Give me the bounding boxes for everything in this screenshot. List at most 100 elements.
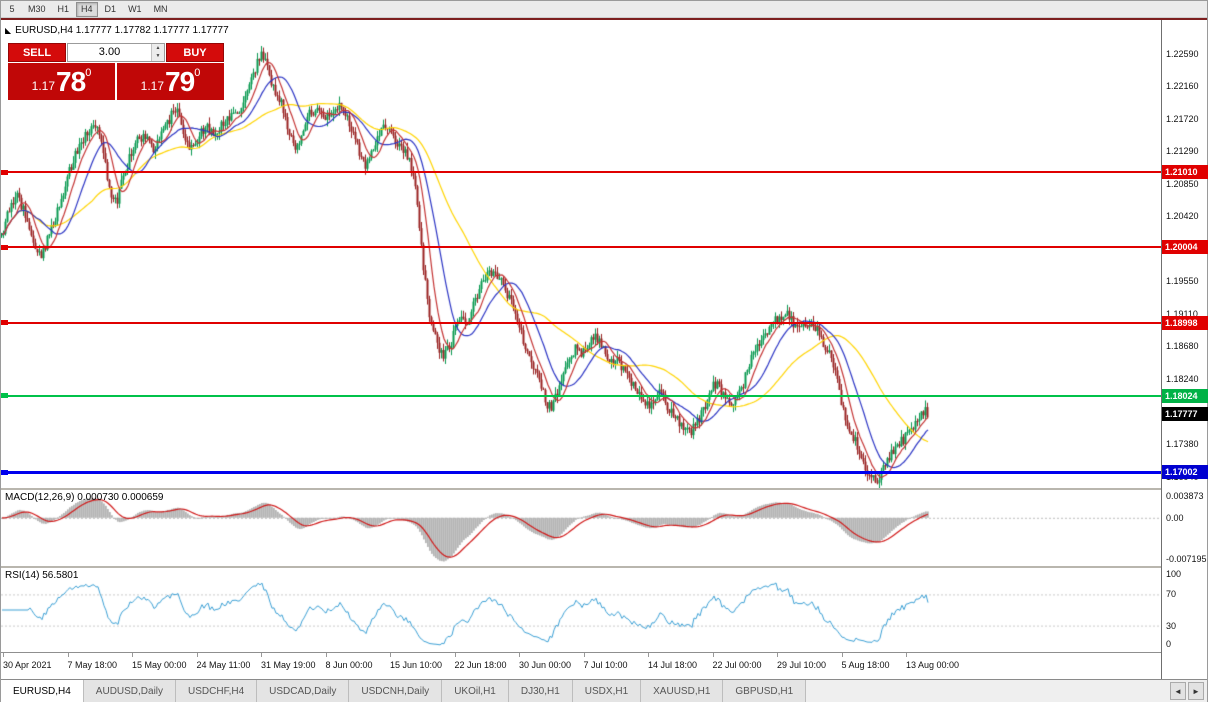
price-scale-label: 1.22160 [1166,80,1199,91]
timeframe-button-d1[interactable]: D1 [104,4,117,14]
time-tick [261,653,262,657]
pane-splitter[interactable] [1,488,1207,490]
sell-price-prefix: 1.17 [31,79,56,93]
time-tick [777,653,778,657]
one-click-trading-widget: SELL 3.00 ▲ ▼ BUY 1.17 78 0 [8,43,224,100]
time-tick [67,653,69,657]
horizontal-line-1.17002[interactable] [1,471,1161,474]
timeframe-toolbar: 5 M30 H1 H4 D1 W1 MN [1,1,1207,18]
rsi-scale-100: 100 [1166,569,1182,579]
time-tick [583,653,585,657]
line-handle[interactable] [1,470,8,475]
chart-tab-xauusd-h1[interactable]: XAUUSD,H1 [641,680,724,702]
sell-button[interactable]: SELL [8,43,66,62]
timeframe-button-w1[interactable]: W1 [128,4,142,14]
line-handle[interactable] [1,393,8,398]
rsi-label: RSI(14) 56.5801 [5,570,79,581]
buy-price-prefix: 1.17 [140,79,165,93]
price-scale[interactable]: 1.22590 1.22160 1.21720 1.21290 1.20850 1.204… [1161,20,1208,679]
chart-tab-usdchf-h4[interactable]: USDCHF,H4 [176,680,258,702]
time-tick [390,653,391,657]
sell-price-point: 0 [85,67,92,79]
price-scale-label: 1.19110 [1166,309,1198,320]
time-axis-label: 30 Apr 2021 [3,660,52,670]
macd-scale-top: 0.003873 [1166,491,1204,501]
rsi-pane[interactable]: RSI(14) 56.5801 [1,568,1161,652]
rsi-indicator-chart [1,568,1161,652]
tab-scroll-arrows: ◄ ► [1170,682,1204,700]
level-price-badge: 1.17002 [1162,465,1208,479]
ohlc-row: ◣ EURUSD,H4 1.17777 1.17782 1.17777 1.17… [5,25,229,36]
chart-tab-audusd-daily[interactable]: AUDUSD,Daily [83,680,177,702]
horizontal-line-1.18024[interactable] [1,395,1161,397]
price-scale-label: 1.21290 [1166,146,1199,157]
time-axis-label: 14 Jul 18:00 [648,660,698,670]
chart-tab-usdcnh-daily[interactable]: USDCNH,Daily [349,680,443,702]
chart-window: ◣ EURUSD,H4 1.17777 1.17782 1.17777 1.17… [1,18,1208,679]
price-scale-label: 1.22590 [1166,48,1199,59]
timeframe-button-m30[interactable]: M30 [28,4,46,14]
timeframe-button-h1[interactable]: H1 [57,4,70,14]
chart-tab-dj30-h1[interactable]: DJ30,H1 [508,680,573,702]
timeframe-button-mn[interactable]: MN [153,4,168,14]
time-axis-label: 8 Jun 00:00 [325,660,373,670]
chart-tab-gbpusd-h1[interactable]: GBPUSD,H1 [723,680,807,702]
time-axis-label: 5 Aug 18:00 [841,660,890,670]
time-axis-label: 22 Jul 00:00 [712,660,762,670]
price-scale-label: 1.18240 [1166,374,1199,385]
pane-splitter[interactable] [1,566,1207,568]
sell-price-panel[interactable]: 1.17 78 0 [8,63,115,100]
line-handle[interactable] [1,170,8,175]
time-axis-label: 22 Jun 18:00 [454,660,507,670]
time-axis-label: 24 May 11:00 [196,660,251,670]
volume-value: 3.00 [98,46,121,58]
time-axis[interactable]: 30 Apr 2021 7 May 18:00 15 May 00:00 24 May… [1,652,1161,679]
volume-increase-button[interactable]: ▲ [152,44,164,53]
volume-spinner: ▲ ▼ [151,44,164,61]
horizontal-line-1.20004[interactable] [1,246,1161,248]
time-tick [3,653,4,657]
price-scale-label: 1.20850 [1166,178,1199,189]
timeframe-button-5[interactable]: 5 [9,4,15,14]
level-price-badge: 1.21010 [1162,165,1208,179]
line-handle[interactable] [1,245,8,250]
price-scale-label: 1.17380 [1166,438,1199,449]
volume-stepper[interactable]: 3.00 ▲ ▼ [67,43,165,62]
buy-price-panel[interactable]: 1.17 79 0 [117,63,224,100]
time-axis-label: 31 May 19:00 [261,660,316,670]
time-tick [519,653,520,657]
tab-scroll-right-icon[interactable]: ► [1188,682,1204,700]
macd-label: MACD(12,26,9) 0.000730 0.000659 [5,492,164,503]
sell-price-pips: 78 [56,65,86,97]
buy-button[interactable]: BUY [166,43,224,62]
price-scale-label: 1.20420 [1166,211,1199,222]
horizontal-line-1.21010[interactable] [1,171,1161,173]
time-tick [906,653,907,657]
chart-tab-ukoil-h1[interactable]: UKOil,H1 [442,680,509,702]
price-scale-label: 1.19550 [1166,276,1199,287]
time-axis-label: 29 Jul 10:00 [777,660,827,670]
level-price-badge: 1.20004 [1162,240,1208,254]
chart-tab-usdcad-daily[interactable]: USDCAD,Daily [257,680,350,702]
time-axis-label: 13 Aug 00:00 [906,660,960,670]
line-handle[interactable] [1,320,8,325]
chart-tab-usdx-h1[interactable]: USDX,H1 [572,680,642,702]
macd-pane[interactable]: MACD(12,26,9) 0.000730 0.000659 [1,490,1161,566]
rsi-scale-70: 70 [1166,589,1177,600]
time-axis-label: 30 Jun 00:00 [519,660,572,670]
volume-decrease-button[interactable]: ▼ [152,52,164,61]
one-click-toggle-icon[interactable]: ◣ [5,25,12,35]
chart-tab-eurusd-h4[interactable]: EURUSD,H4 [1,680,84,702]
tab-scroll-left-icon[interactable]: ◄ [1170,682,1186,700]
price-scale-label: 1.21720 [1166,113,1199,124]
time-tick [712,653,714,657]
level-price-badge: 1.18998 [1162,316,1208,330]
macd-scale-zero: 0.00 [1166,512,1184,523]
timeframe-button-h4[interactable]: H4 [76,1,98,17]
time-axis-label: 7 Jul 10:00 [583,660,628,670]
time-tick [132,653,133,657]
horizontal-line-1.18998[interactable] [1,322,1161,324]
current-price-badge: 1.17777 [1162,407,1208,421]
chart-tabs-bar: EURUSD,H4 AUDUSD,Daily USDCHF,H4 USDCAD,Dai… [1,679,1207,702]
price-pane[interactable]: ◣ EURUSD,H4 1.17777 1.17782 1.17777 1.17… [1,20,1161,488]
